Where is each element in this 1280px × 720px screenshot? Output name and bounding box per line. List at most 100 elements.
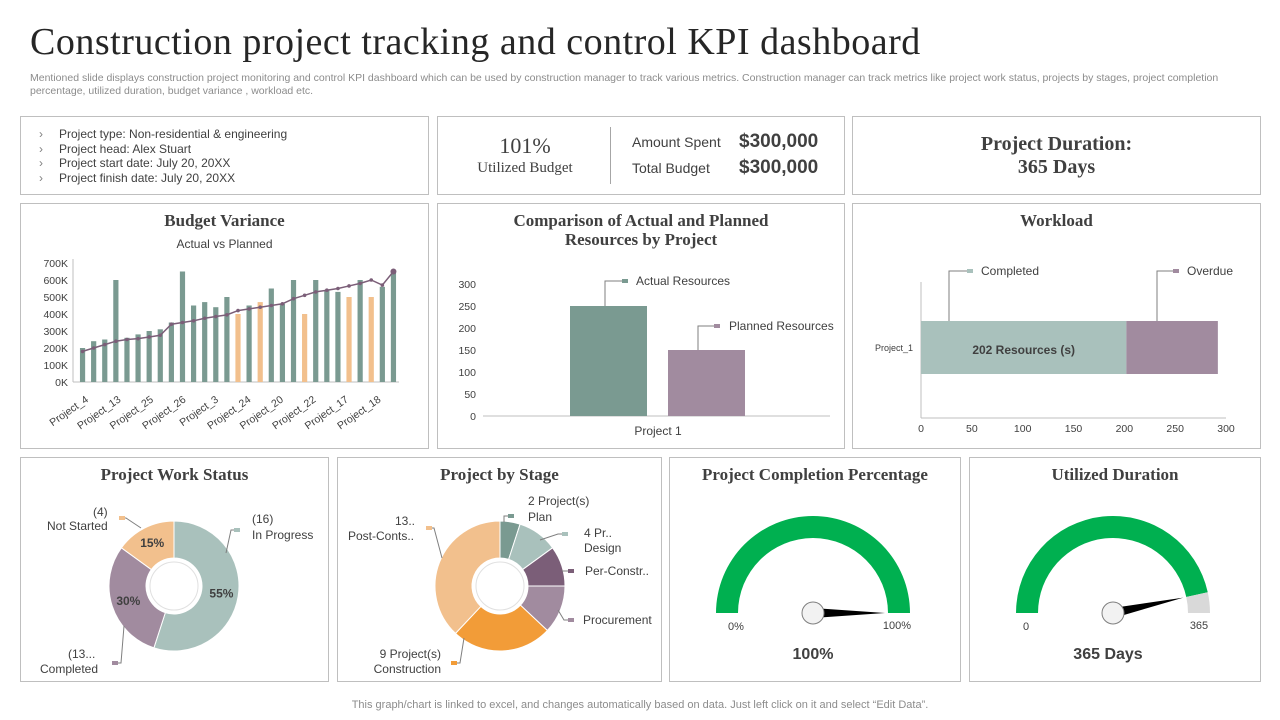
callout-marker [714,324,720,328]
y-tick-label: 100 [458,367,476,379]
x-tick-label: 100 [1014,423,1032,435]
slice-label: Not Started [47,519,108,533]
budget-variance-chart: 0K100K200K300K400K500K600K700KProject_4P… [43,258,399,432]
slice-label: In Progress [252,528,313,542]
slice-count: (16) [252,512,273,526]
trend-point [347,284,351,288]
trend-point [358,281,362,286]
project-info-panel: Project type: Non-residential & engineer… [20,116,429,195]
gauge-hub [801,601,825,625]
stage-label: Design [584,541,621,555]
gauge-needle [813,608,885,618]
trend-point [102,342,107,347]
resources-panel: Comparison of Actual and Planned Resourc… [437,203,845,449]
slice-percent: 15% [140,536,164,550]
trend-point [390,268,397,275]
stage-label: Procurement [583,613,652,627]
donut-slice [434,520,501,635]
trend-point [202,316,207,321]
trend-point [280,302,285,306]
x-tick-label: 0 [918,423,924,435]
gauge-max-label: 100% [883,620,911,632]
bar [190,305,197,382]
bar [113,280,119,382]
bar-completed [921,321,1127,374]
y-tick-label: 600K [43,275,68,287]
trend-point [191,319,196,323]
by-stage-title: Project by Stage [440,465,559,484]
bar [135,334,141,382]
stage-label: 2 Project(s) [528,494,589,508]
project-info-list: Project type: Non-residential & engineer… [39,127,287,185]
y-tick-label: 150 [458,345,476,357]
y-tick-label: Project_1 [875,343,913,353]
page-subtitle: Mentioned slide displays construction pr… [30,72,1219,97]
footer-note: This graph/chart is linked to excel, and… [351,699,929,711]
gauge-fill [1016,516,1208,613]
bar [313,280,319,382]
bar [168,322,174,382]
stage-label: 9 Project(s) [380,647,441,661]
trend-point [369,278,374,282]
project-duration-value: 365 Days [1017,156,1096,178]
y-tick-label: 0K [55,377,68,389]
resources-chart: 0 50 100 150 200 250 300 Actual Resources Planne… [458,274,833,438]
callout-line [455,637,465,664]
trend-point [269,303,274,308]
callout-marker [568,569,574,573]
gauge-needle [1111,597,1184,618]
x-tick-label: 150 [1065,423,1083,435]
callout-marker [234,528,240,532]
bar-actual [570,306,647,416]
bar [124,337,130,382]
amount-spent-value: $300,000 [739,131,819,152]
bar [224,297,230,382]
page-title: Construction project tracking and contro… [30,21,921,63]
bar [290,280,297,382]
y-tick-label: 400K [43,309,68,321]
callout-line [604,280,626,306]
stage-label: 13.. [395,514,415,528]
trend-point [180,320,185,325]
utilized-budget-percent: 101% [499,133,551,158]
y-tick-label: 0 [470,411,476,423]
project-info-item: Project head: Alex Stuart [39,142,287,157]
utilized-duration-title: Utilized Duration [1051,465,1179,484]
callout-marker [119,516,125,520]
gauge-value-label: 365 Days [1073,646,1142,663]
x-tick-label: 250 [1166,423,1184,435]
project-info-item: Project finish date: July 20, 20XX [39,171,287,186]
resources-title: Comparison of Actual and Planned Resourc… [513,211,769,249]
callout-line [430,527,443,559]
bar-planned [668,350,745,416]
bar [379,286,385,382]
gauge-fill [716,516,910,613]
legend-label-actual: Actual Resources [636,274,730,288]
work-status-panel: Project Work Status 55% 30% 15% (16) In Prog… [20,457,329,682]
bar [302,314,308,382]
y-tick-label: 700K [43,258,68,270]
x-tick-label: 50 [966,423,978,435]
workload-chart: 0 50 100 150 200 250 300 202 Resources (s) Proje… [875,264,1235,435]
trend-point [91,346,96,350]
y-tick-label: 200K [43,343,68,355]
stage-label: Plan [528,510,552,524]
trend-point [313,290,318,294]
callout-marker [1173,269,1179,273]
workload-bar-label: 202 Resources (s) [972,343,1075,357]
bar [268,288,274,382]
bar [335,291,341,382]
trend-point [169,322,174,326]
y-tick-label: 250 [458,301,476,313]
by-stage-chart: 2 Project(s) Plan 4 Pr..Design Per-Constr..… [348,494,652,676]
project-info-item: Project start date: July 20, 20XX [39,156,287,171]
bar [146,331,152,382]
callout-marker [562,532,568,536]
donut-slice [454,604,549,652]
gauge-min-label: 0 [1023,621,1029,633]
workload-panel: Workload 0 50 100 150 200 250 300 202 Resources… [852,203,1261,449]
callout-marker [622,279,628,283]
bar [346,297,352,382]
legend-label-completed: Completed [981,264,1039,278]
callout-line [539,533,564,541]
